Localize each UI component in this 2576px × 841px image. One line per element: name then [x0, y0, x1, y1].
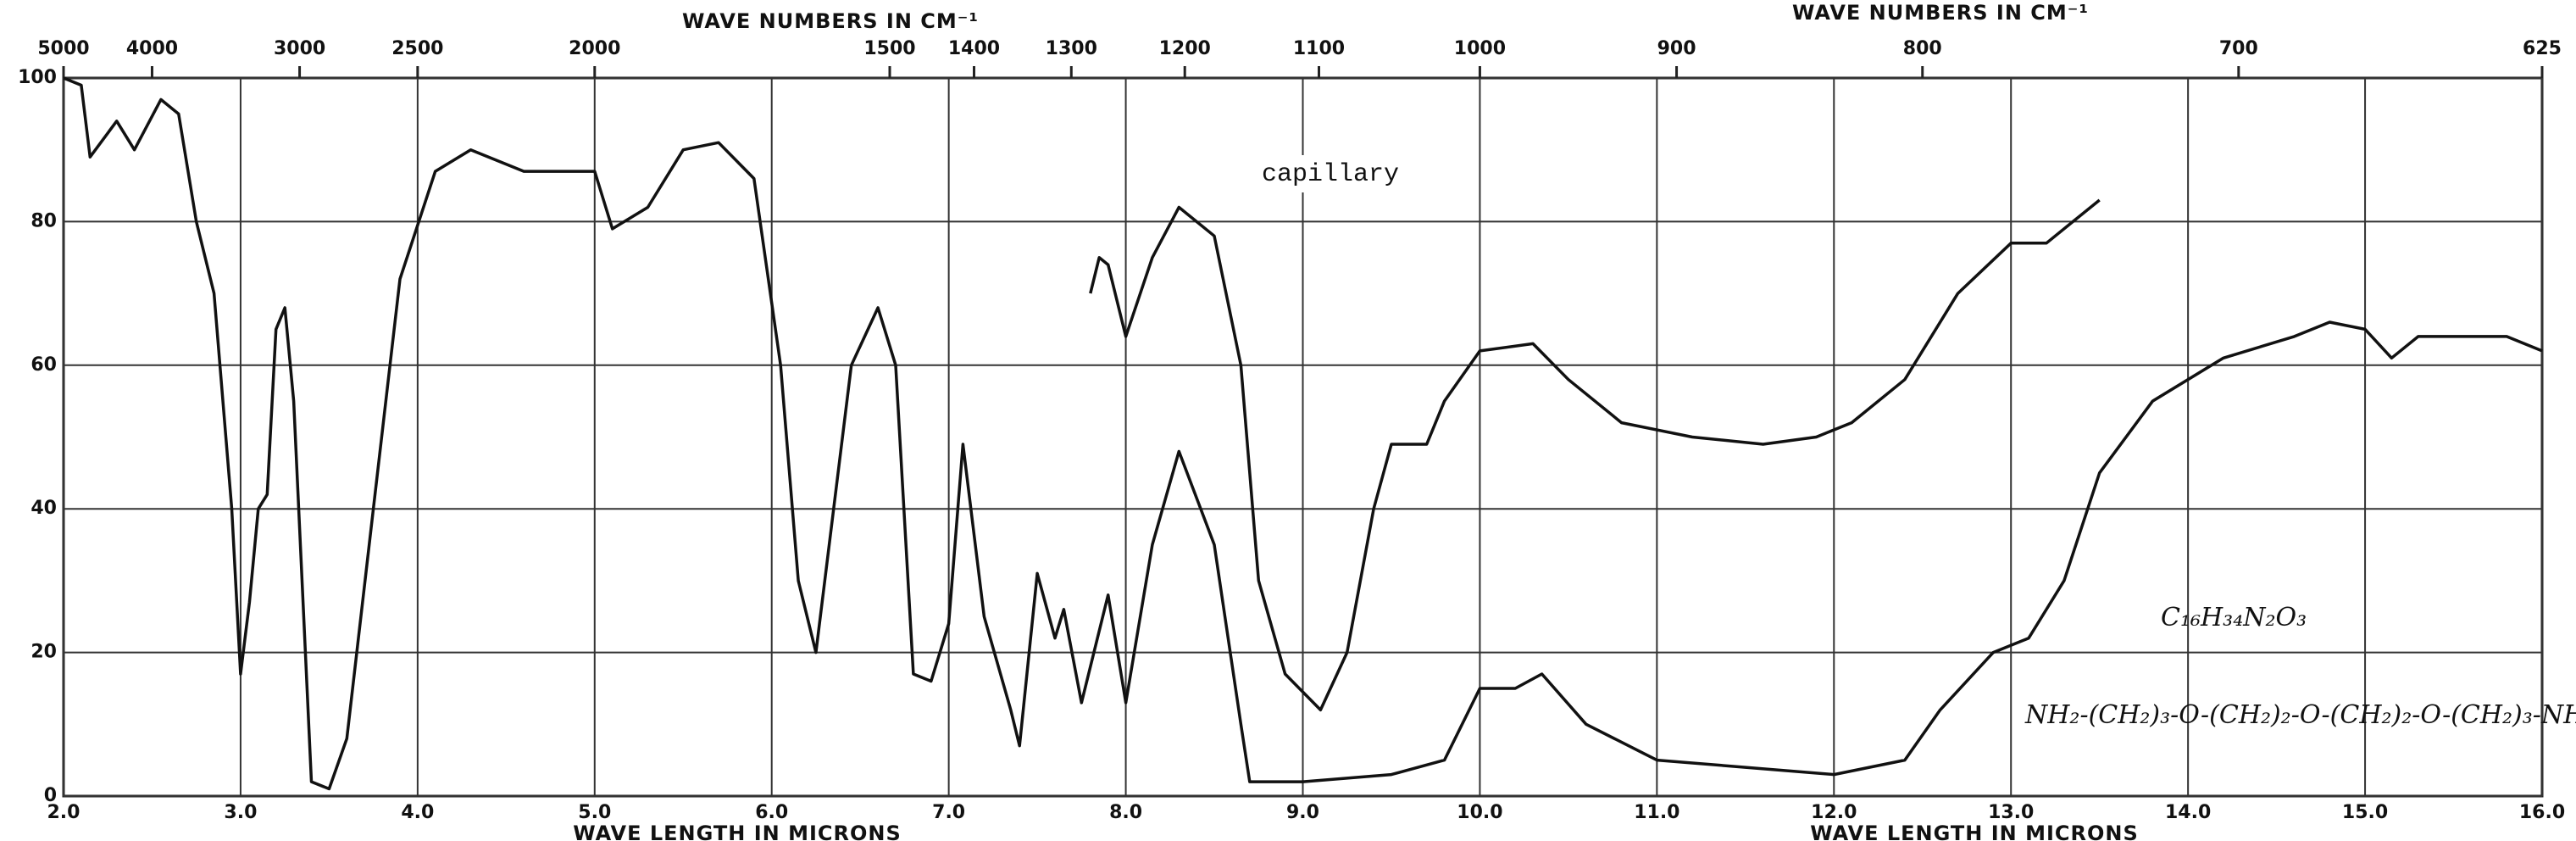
x-tick-label: 8.0 [1109, 802, 1142, 823]
top-tick-label: 2500 [391, 38, 443, 59]
annotation: capillary [1262, 160, 1399, 189]
top-tick-label: 5000 [37, 38, 89, 59]
y-tick-label: 100 [18, 67, 57, 88]
x-tick-label: 14.0 [2165, 802, 2211, 823]
x-tick-label: 7.0 [932, 802, 965, 823]
top-tick-label: 1300 [1046, 38, 1097, 59]
annotation: C₁₆H₃₄N₂O₃ [2161, 603, 2307, 632]
x-tick-label: 5.0 [578, 802, 611, 823]
top-tick-label: 2000 [569, 38, 620, 59]
x-tick-label: 6.0 [755, 802, 788, 823]
spectrum-line [1089, 198, 2101, 712]
top-tick-label: 800 [1903, 38, 1942, 59]
annotation: NH₂-(CH₂)₃-O-(CH₂)₂-O-(CH₂)₂-O-(CH₂)₃-NH… [2024, 700, 2576, 730]
x-tick-label: 12.0 [1811, 802, 1857, 823]
top-tick-label: 1100 [1293, 38, 1345, 59]
x-tick-label: 13.0 [1988, 802, 2034, 823]
y-tick-label: 60 [31, 354, 57, 376]
y-tick-label: 80 [31, 210, 57, 231]
top-tick-label: 1500 [863, 38, 915, 59]
x-tick-label: 11.0 [1634, 802, 1679, 823]
top-tick-label: 625 [2523, 38, 2562, 59]
x-tick-label: 15.0 [2342, 802, 2388, 823]
spectrum-line [63, 76, 2543, 791]
top-tick-label: 1000 [1454, 38, 1506, 59]
x-axis-title: WAVE LENGTH IN MICRONS [1810, 822, 2139, 841]
x-axis-title: WAVE LENGTH IN MICRONS [573, 822, 902, 841]
top-tick-label: 1400 [948, 38, 1000, 59]
top-axis-title: WAVE NUMBERS IN CM⁻¹ [1792, 1, 2089, 25]
y-tick-label: 0 [44, 785, 57, 806]
x-tick-label: 9.0 [1286, 802, 1319, 823]
x-tick-label: 10.0 [1457, 802, 1502, 823]
x-tick-label: 2.0 [47, 802, 80, 823]
y-tick-label: 40 [31, 498, 57, 519]
top-tick-label: 900 [1657, 38, 1696, 59]
annotation-bg [1220, 155, 1441, 192]
x-tick-label: 16.0 [2519, 802, 2565, 823]
top-tick-label: 3000 [274, 38, 325, 59]
x-tick-label: 4.0 [401, 802, 434, 823]
top-axis-title: WAVE NUMBERS IN CM⁻¹ [682, 9, 979, 33]
top-tick-label: 4000 [126, 38, 178, 59]
x-tick-label: 3.0 [224, 802, 257, 823]
top-tick-label: 700 [2219, 38, 2258, 59]
top-tick-label: 1200 [1159, 38, 1211, 59]
y-tick-label: 20 [31, 642, 57, 663]
